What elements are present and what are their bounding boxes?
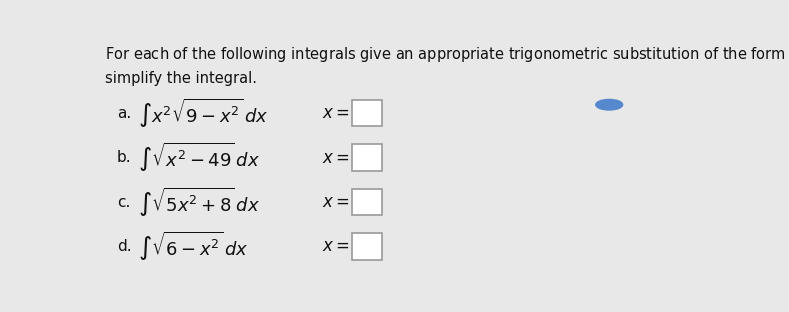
Text: c.: c. <box>117 194 130 209</box>
Text: $x =$: $x =$ <box>322 104 350 122</box>
Text: $\int x^2\sqrt{9-x^2}\, dx$: $\int x^2\sqrt{9-x^2}\, dx$ <box>138 97 269 130</box>
Bar <box>353 100 382 126</box>
Text: b.: b. <box>117 150 132 165</box>
Text: $\int \sqrt{6-x^2}\, dx$: $\int \sqrt{6-x^2}\, dx$ <box>138 230 249 263</box>
Text: a.: a. <box>117 106 131 121</box>
Text: $\int \sqrt{x^2-49}\, dx$: $\int \sqrt{x^2-49}\, dx$ <box>138 141 260 174</box>
Circle shape <box>596 100 623 110</box>
Text: $\int \sqrt{5x^2+8}\, dx$: $\int \sqrt{5x^2+8}\, dx$ <box>138 185 260 218</box>
Text: $x =$: $x =$ <box>322 149 350 167</box>
Text: For each of the following integrals give an appropriate trigonometric substituti: For each of the following integrals give… <box>105 45 789 64</box>
Text: d.: d. <box>117 239 132 254</box>
Bar <box>353 189 382 215</box>
Text: $x =$: $x =$ <box>322 237 350 256</box>
Text: $x =$: $x =$ <box>322 193 350 211</box>
Text: simplify the integral.: simplify the integral. <box>105 71 256 86</box>
Bar <box>353 233 382 260</box>
Bar <box>353 144 382 171</box>
